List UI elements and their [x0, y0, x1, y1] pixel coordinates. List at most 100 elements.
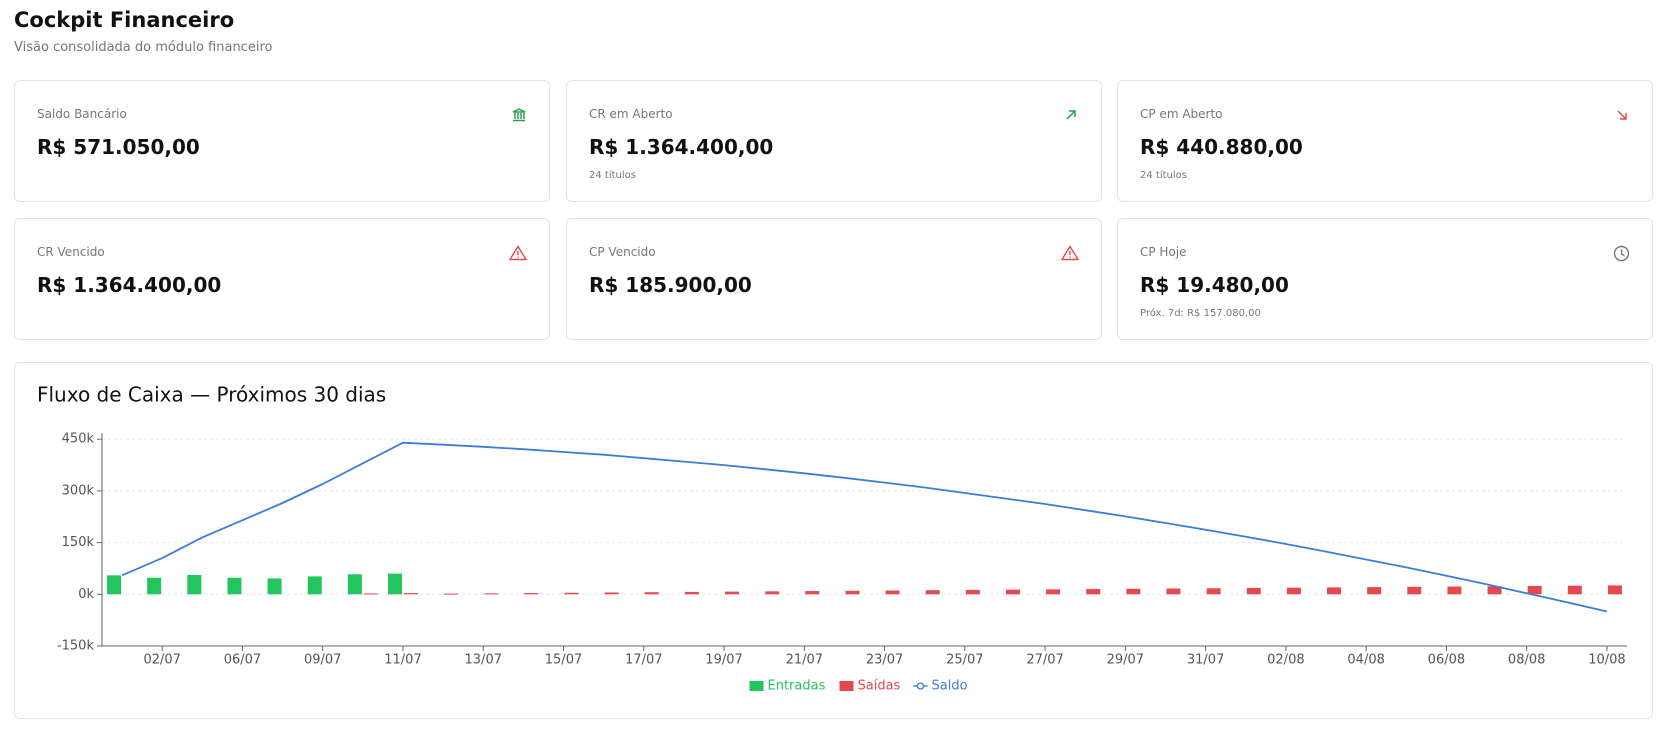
x-tick-label: 11/07: [384, 653, 421, 668]
card-value: R$ 440.880,00: [1140, 135, 1303, 159]
bar: [524, 593, 539, 595]
x-tick-label: 29/07: [1107, 653, 1144, 668]
y-tick-label: 300k: [62, 483, 95, 498]
chart: Fluxo de Caixa — Próximos 30 dias -150k 0…: [37, 383, 1627, 694]
x-tick-label: 04/08: [1347, 653, 1384, 668]
bar: [885, 590, 900, 595]
bar: [147, 577, 162, 595]
bar: [925, 590, 940, 595]
bar: [1447, 586, 1462, 595]
arrow-down-icon: [1617, 110, 1627, 120]
clock-icon: [1613, 245, 1630, 262]
x-tick-label: 27/07: [1026, 653, 1063, 668]
chart-title: Fluxo de Caixa — Próximos 30 dias: [37, 383, 386, 407]
cashflow-panel: Fluxo de Caixa — Próximos 30 dias -150k 0…: [14, 362, 1653, 719]
bar: [765, 591, 780, 595]
card-sub: 24 títulos: [589, 170, 636, 181]
bar: [1086, 589, 1101, 595]
y-tick-label: 150k: [62, 535, 95, 550]
kpi-card[interactable]: CP Vencido R$ 185.900,00: [566, 218, 1102, 340]
bar: [684, 591, 699, 595]
page-subtitle: Visão consolidada do módulo financeiro: [14, 40, 273, 55]
bar: [227, 577, 242, 595]
x-tick-label: 06/08: [1428, 653, 1465, 668]
card-sub: 24 títulos: [1140, 170, 1187, 181]
legend-label: Entradas: [768, 679, 826, 694]
x-tick-label: 25/07: [946, 653, 983, 668]
bar: [805, 591, 820, 595]
bar: [107, 575, 122, 595]
x-tick-label: 08/08: [1508, 653, 1545, 668]
bar: [644, 592, 659, 595]
bar: [604, 592, 619, 595]
bar: [1046, 589, 1061, 595]
kpi-card[interactable]: CR Vencido R$ 1.364.400,00: [14, 218, 550, 340]
legend-swatch: [839, 681, 854, 691]
y-tick-label: -150k: [57, 639, 95, 654]
bar: [484, 593, 499, 595]
x-tick-label: 09/07: [304, 653, 341, 668]
legend-swatch: [749, 681, 764, 691]
card-value: R$ 571.050,00: [37, 135, 200, 159]
x-tick-label: 15/07: [545, 653, 582, 668]
bar: [444, 593, 459, 595]
legend-label: Saldo: [932, 679, 968, 694]
legend-label: Saídas: [858, 679, 901, 694]
card-value: R$ 19.480,00: [1140, 273, 1289, 297]
kpi-card[interactable]: CP Hoje R$ 19.480,00 Próx. 7d: R$ 157.08…: [1117, 218, 1653, 340]
bar: [187, 575, 202, 595]
x-tick-label: 13/07: [465, 653, 502, 668]
x-tick-label: 02/08: [1267, 653, 1304, 668]
bar: [403, 593, 418, 595]
x-tick-label: 02/07: [143, 653, 180, 668]
card-label: CP Vencido: [589, 245, 656, 259]
bar: [347, 574, 362, 595]
bar: [1527, 585, 1542, 595]
page-title: Cockpit Financeiro: [14, 8, 235, 32]
card-value: R$ 185.900,00: [589, 273, 752, 297]
bar: [1367, 587, 1382, 595]
x-tick-label: 23/07: [866, 653, 903, 668]
bank-icon: [512, 108, 526, 122]
bar: [387, 573, 402, 595]
bar: [307, 576, 322, 595]
line: [121, 441, 1608, 613]
arrow-up-icon: [1066, 110, 1076, 120]
bar: [1487, 586, 1502, 595]
warning-icon: [1061, 245, 1079, 261]
bar: [1607, 585, 1622, 595]
bar: [1246, 587, 1261, 595]
x-tick-label: 19/07: [705, 653, 742, 668]
legend-marker: [916, 682, 925, 690]
card-value: R$ 1.364.400,00: [37, 273, 222, 297]
bar: [1005, 589, 1020, 595]
bar: [1166, 588, 1181, 595]
bar: [845, 590, 860, 595]
card-label: CP em Aberto: [1140, 107, 1223, 121]
kpi-card[interactable]: Saldo Bancário R$ 571.050,00: [14, 80, 550, 202]
bar: [1206, 588, 1221, 595]
bar: [267, 578, 282, 595]
card-sub: Próx. 7d: R$ 157.080,00: [1140, 308, 1261, 319]
x-tick-label: 31/07: [1187, 653, 1224, 668]
bar: [363, 593, 378, 595]
bar: [965, 589, 980, 595]
bar: [564, 592, 579, 595]
warning-icon: [509, 245, 527, 261]
bar: [725, 591, 740, 595]
y-tick-label: 0k: [78, 587, 94, 602]
bar: [1407, 586, 1422, 595]
x-tick-label: 17/07: [625, 653, 662, 668]
card-label: Saldo Bancário: [37, 107, 127, 121]
card-label: CR em Aberto: [589, 107, 673, 121]
x-tick-label: 06/07: [224, 653, 261, 668]
y-tick-label: 450k: [62, 432, 95, 447]
card-label: CR Vencido: [37, 245, 105, 259]
bar: [1126, 588, 1141, 595]
card-label: CP Hoje: [1140, 245, 1187, 259]
x-tick-label: 21/07: [786, 653, 823, 668]
kpi-card[interactable]: CR em Aberto R$ 1.364.400,00 24 títulos: [566, 80, 1102, 202]
card-value: R$ 1.364.400,00: [589, 135, 774, 159]
kpi-card[interactable]: CP em Aberto R$ 440.880,00 24 títulos: [1117, 80, 1653, 202]
